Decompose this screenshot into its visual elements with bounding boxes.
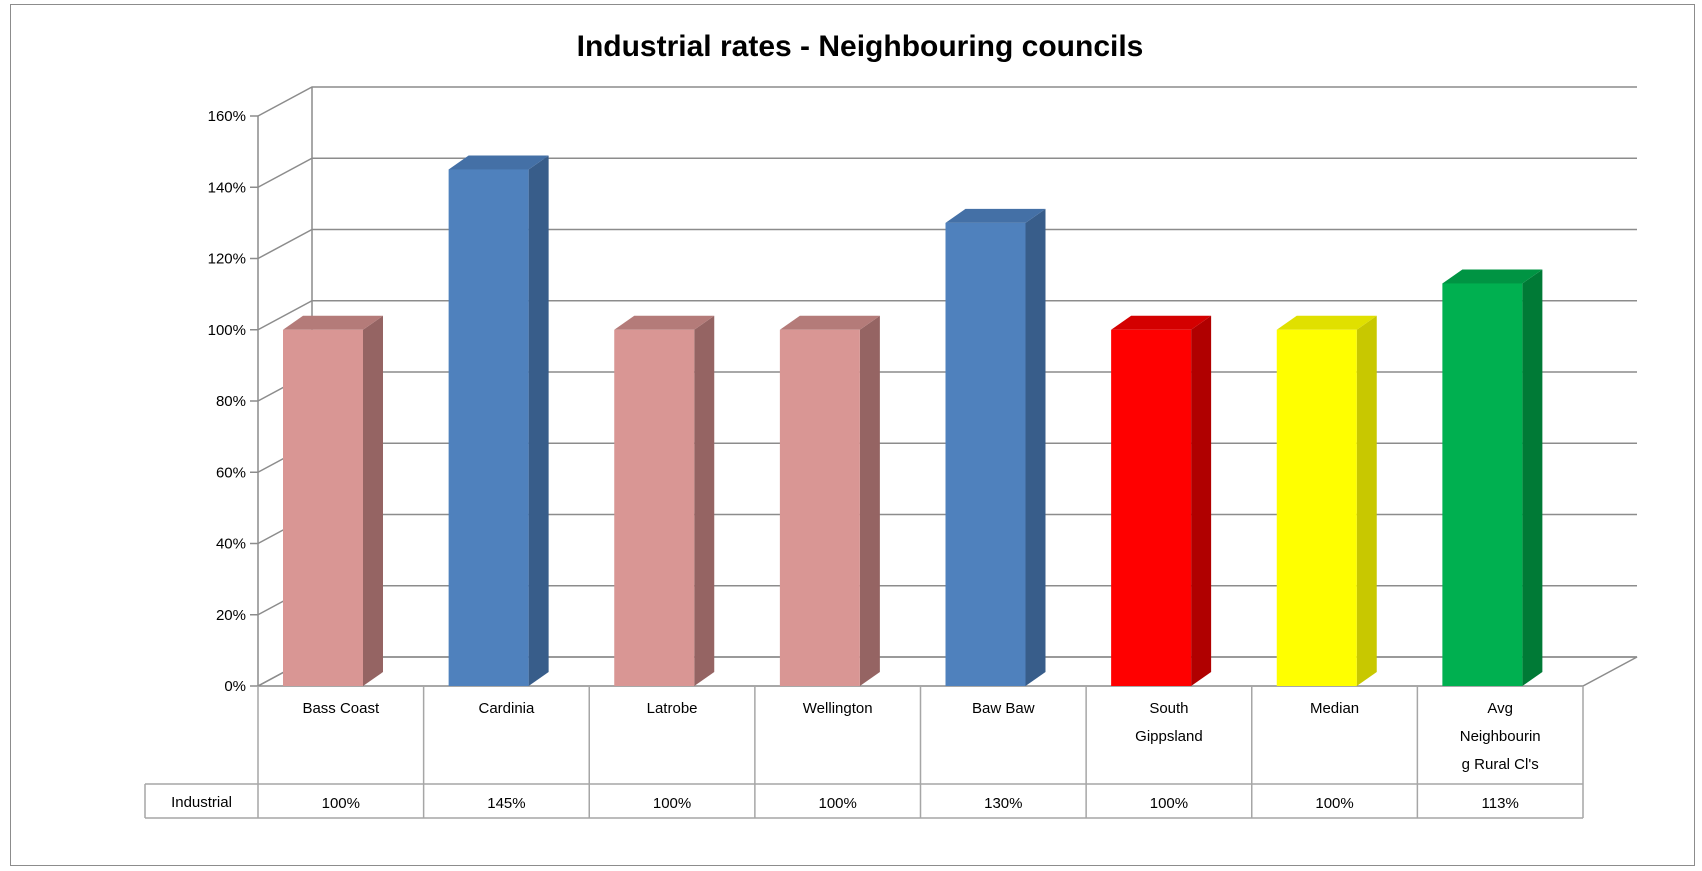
bar-side <box>1522 269 1543 686</box>
data-label: 100% <box>819 795 857 812</box>
bar <box>1111 315 1212 686</box>
bar-top <box>779 315 880 330</box>
gridline <box>257 228 1637 260</box>
data-label: 145% <box>487 795 525 812</box>
bar <box>283 315 383 686</box>
bar-front <box>1442 283 1523 686</box>
bar-top <box>283 315 383 330</box>
x-category-label: Bass Coast <box>302 700 380 717</box>
gridline <box>257 157 1637 188</box>
x-category-label: Latrobe <box>647 700 698 717</box>
chart-title: Industrial rates - Neighbouring councils <box>577 30 1144 63</box>
y-tick-label: 0% <box>224 678 246 695</box>
data-label: 113% <box>1482 795 1519 812</box>
bar-front <box>283 329 363 686</box>
data-table: Bass Coast Cardinia Latrobe Wellington Baw B… <box>144 686 1584 819</box>
x-category-label: Median <box>1310 700 1359 717</box>
bar-side <box>1191 315 1212 686</box>
bar <box>614 315 715 686</box>
bar-front <box>614 329 695 686</box>
bar-front <box>945 222 1026 686</box>
gridline <box>257 86 1637 117</box>
gridline <box>257 300 1637 331</box>
y-tick-label: 160% <box>208 108 246 125</box>
data-label: 100% <box>322 795 360 812</box>
x-category-label: South Gippsland <box>1135 700 1203 745</box>
bar-top <box>945 208 1046 223</box>
y-tick-label: 100% <box>208 322 246 339</box>
y-tick-label: 120% <box>208 251 246 268</box>
y-tick-label: 20% <box>216 607 246 624</box>
x-category-label: Baw Baw <box>972 700 1035 717</box>
bar <box>448 155 549 686</box>
data-label: 100% <box>1315 795 1353 812</box>
series-name: Industrial <box>171 794 232 811</box>
bar-top <box>1442 269 1543 284</box>
y-tick-label: 60% <box>216 464 246 481</box>
bar-top <box>1276 315 1377 330</box>
y-tick-label: 140% <box>208 179 246 196</box>
bar-top <box>1111 315 1212 330</box>
bar-front <box>779 329 860 686</box>
bar-side <box>363 315 383 686</box>
bar <box>945 208 1046 686</box>
y-axis-ticks: 0% 20% 40% 60% 80% 100% 120% 140% 160% <box>208 108 258 695</box>
bar-side <box>528 155 549 686</box>
bar-front <box>448 169 529 686</box>
data-label: 100% <box>1150 795 1188 812</box>
bar-side <box>1356 315 1377 686</box>
y-tick-label: 80% <box>216 393 246 410</box>
bar <box>1442 269 1543 686</box>
x-category-label: Avg Neighbourin g Rural Cl's <box>1460 700 1541 773</box>
bar-top <box>448 155 549 170</box>
bar-side <box>694 315 715 686</box>
bar-side <box>1025 208 1046 686</box>
bar-front <box>1276 329 1357 686</box>
x-category-label: Cardinia <box>479 700 536 717</box>
bars <box>283 155 1543 686</box>
bar <box>1276 315 1377 686</box>
bar-top <box>614 315 715 330</box>
x-category-label: Wellington <box>803 700 873 717</box>
y-tick-label: 40% <box>216 536 246 553</box>
bar <box>779 315 880 686</box>
data-label: 130% <box>984 795 1022 812</box>
bar-front <box>1111 329 1192 686</box>
data-label: 100% <box>653 795 691 812</box>
bar-side <box>859 315 880 686</box>
